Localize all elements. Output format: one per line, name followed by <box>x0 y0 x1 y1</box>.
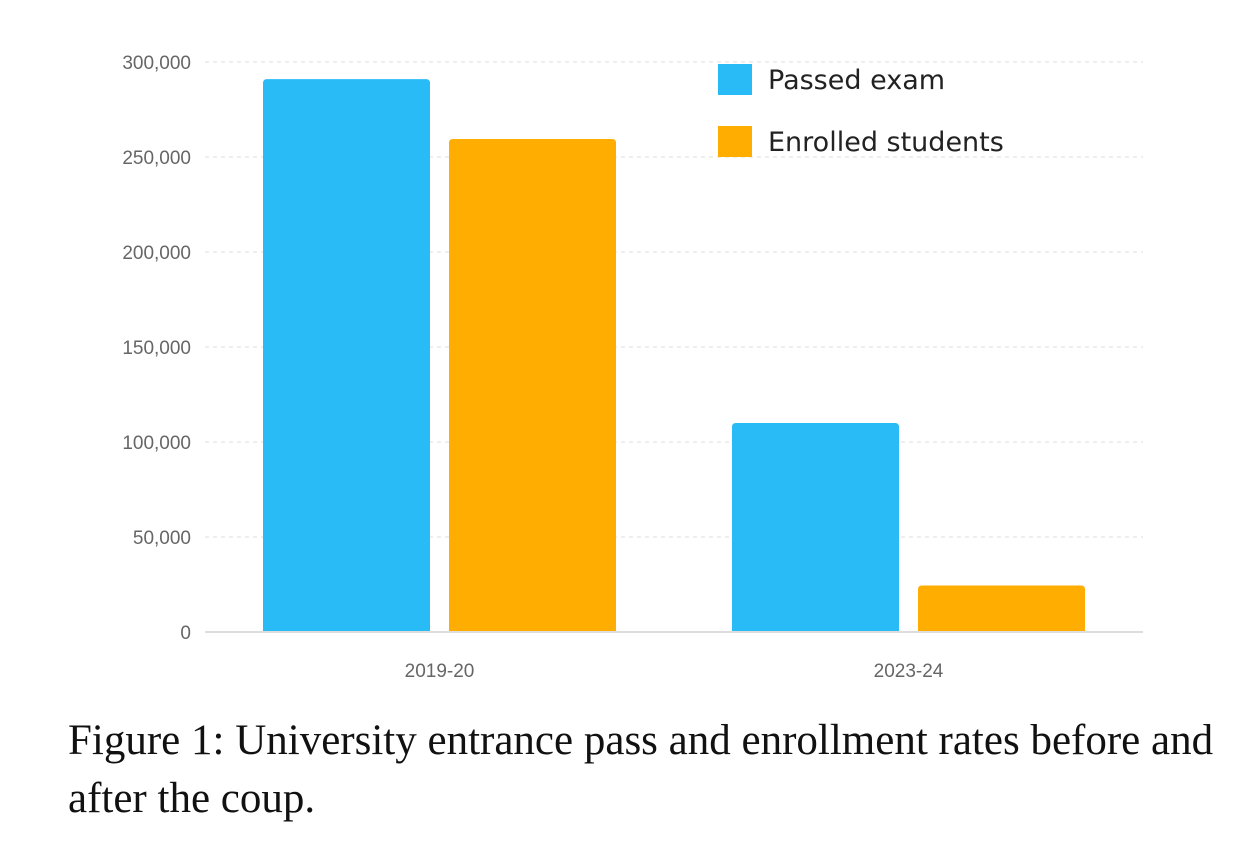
y-axis-ticks: 0 50,000 100,000 150,000 200,000 250,000 300,0… <box>122 53 191 644</box>
x-axis-ticks: 2019-20 2023-24 <box>405 661 944 682</box>
y-tick-label: 300,000 <box>122 53 191 74</box>
y-tick-label: 150,000 <box>122 338 191 359</box>
legend-swatch <box>718 126 752 157</box>
bar-passed-exam-2023-24 <box>732 423 899 632</box>
y-tick-label: 0 <box>180 623 191 644</box>
legend-label: Enrolled students <box>768 127 1004 158</box>
bar-enrolled-students-2023-24 <box>918 585 1085 632</box>
bar-chart: 0 50,000 100,000 150,000 200,000 250,000 300,0… <box>122 53 1143 682</box>
bar-enrolled-students-2019-20 <box>449 138 616 632</box>
y-tick-label: 100,000 <box>122 433 191 454</box>
legend-swatch <box>718 64 752 95</box>
x-tick-label: 2023-24 <box>874 661 944 682</box>
y-tick-label: 200,000 <box>122 243 191 264</box>
bars <box>263 79 1085 633</box>
legend-label: Passed exam <box>768 65 945 96</box>
figure-caption: Figure 1: University entrance pass and e… <box>68 717 1214 822</box>
x-tick-label: 2019-20 <box>405 661 475 682</box>
y-tick-label: 50,000 <box>133 528 191 549</box>
y-tick-label: 250,000 <box>122 148 191 169</box>
bar-passed-exam-2019-20 <box>263 79 430 633</box>
legend: Passed exam Enrolled students <box>718 64 1004 158</box>
